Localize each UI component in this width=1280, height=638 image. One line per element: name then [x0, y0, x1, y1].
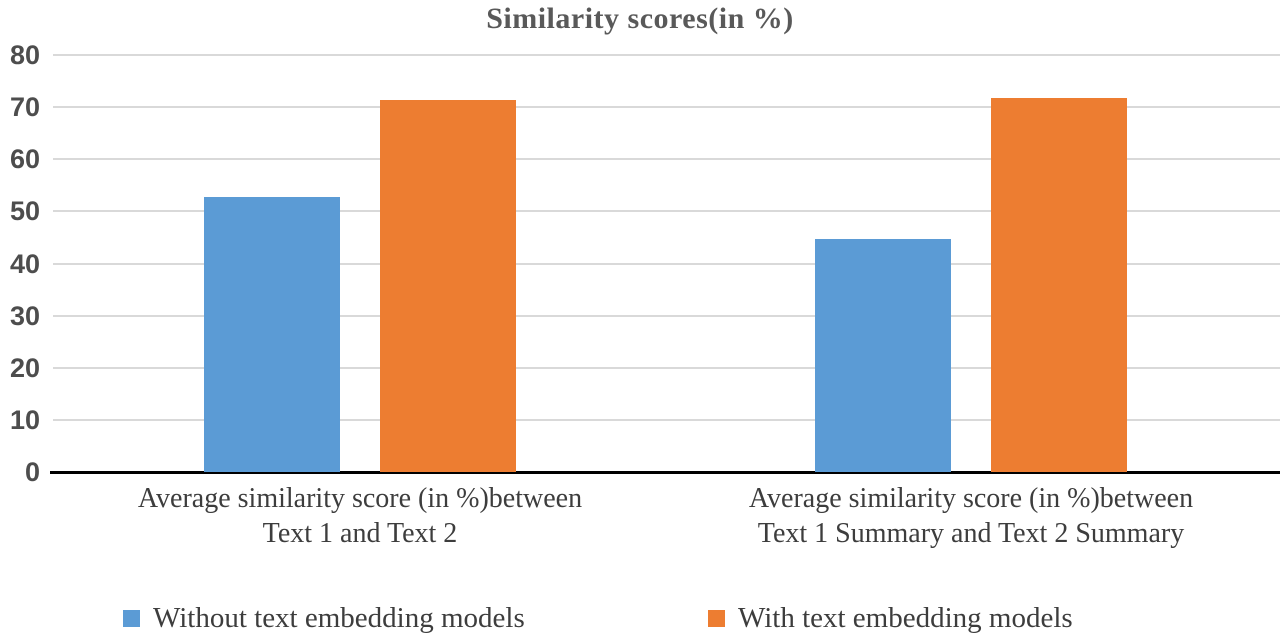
bar-series1-group2 [815, 239, 951, 472]
gridline-20 [53, 366, 1280, 369]
y-tick-label-50: 50 [9, 196, 40, 227]
category-label-line2: Text 1 Summary and Text 2 Summary [757, 518, 1185, 549]
legend-item-1: Without text embedding models [123, 601, 525, 635]
gridline-50 [53, 210, 1280, 213]
y-tick-label-20: 20 [9, 352, 40, 383]
legend-swatch-1 [123, 609, 140, 627]
y-tick-label-10: 10 [9, 404, 40, 435]
legend-swatch-2 [708, 609, 725, 627]
y-tick-label-30: 30 [9, 300, 40, 331]
gridline-60 [53, 158, 1280, 161]
y-tick-label-80: 80 [9, 40, 40, 70]
gridline-30 [53, 314, 1280, 317]
legend-item-2: With text embedding models [708, 601, 1073, 635]
bar-series1-group1 [204, 197, 340, 472]
category-label-line1: Average similarity score (in %)between [748, 483, 1194, 514]
chart-title: Similarity scores(in %) [486, 2, 794, 35]
x-axis-line [50, 471, 1280, 474]
y-tick-label-40: 40 [9, 248, 40, 279]
y-tick-label-70: 70 [9, 92, 40, 123]
gridline-40 [53, 262, 1280, 265]
gridline-80 [53, 54, 1280, 56]
category-label-line1: Average similarity score (in %)between [137, 483, 583, 514]
y-tick-label-0: 0 [24, 457, 40, 487]
category-label-line2: Text 1 and Text 2 [262, 518, 458, 549]
category-label-1: Average similarity score (in %)between Te… [40, 481, 680, 551]
gridline-10 [53, 418, 1280, 421]
category-label-2: Average similarity score (in %)between Te… [651, 481, 1280, 551]
legend-label-1: Without text embedding models [153, 601, 525, 634]
y-tick-label-60: 60 [9, 144, 40, 175]
legend-label-2: With text embedding models [738, 601, 1073, 634]
bar-series2-group2 [991, 98, 1127, 472]
bar-series2-group1 [380, 99, 516, 472]
gridline-70 [53, 106, 1280, 109]
